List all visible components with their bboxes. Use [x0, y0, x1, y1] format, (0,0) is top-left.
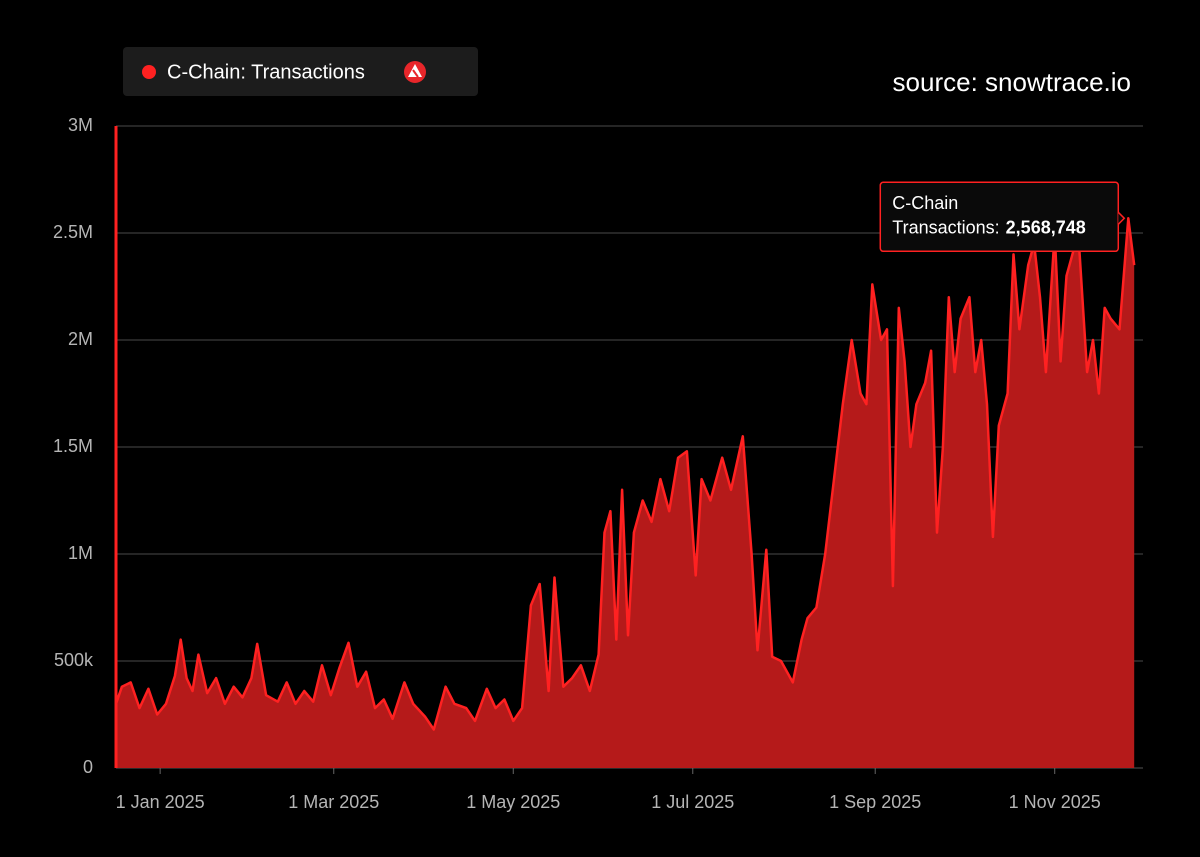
- y-tick-label: 0: [83, 757, 93, 777]
- x-tick-label: 1 May 2025: [466, 792, 560, 812]
- tooltip-line: Transactions: 2,568,748: [892, 217, 1085, 237]
- y-tick-label: 1M: [68, 543, 93, 563]
- legend-label: C-Chain: Transactions: [167, 61, 365, 83]
- legend-marker: [142, 65, 156, 79]
- legend: [123, 47, 478, 96]
- y-tick-label: 2M: [68, 329, 93, 349]
- y-tick-label: 2.5M: [53, 222, 93, 242]
- x-tick-label: 1 Jan 2025: [116, 792, 205, 812]
- tooltip-pointer: [1117, 211, 1126, 225]
- tooltip-value: 2,568,748: [1006, 217, 1086, 237]
- x-tick-label: 1 Mar 2025: [288, 792, 379, 812]
- x-tick-label: 1 Jul 2025: [651, 792, 734, 812]
- source-label: source: snowtrace.io: [893, 67, 1131, 97]
- area: [116, 218, 1135, 769]
- tooltip-title: C-Chain: [892, 193, 958, 213]
- tooltip-label: Transactions:: [892, 217, 999, 237]
- x-tick-label: 1 Nov 2025: [1009, 792, 1101, 812]
- avalanche-icon: [404, 61, 426, 83]
- x-tick-label: 1 Sep 2025: [829, 792, 921, 812]
- line: [114, 217, 1136, 731]
- tooltip: C-Chain Transactions: 2,568,748: [879, 181, 1126, 253]
- y-tick-label: 3M: [68, 115, 93, 135]
- y-tick-label: 1.5M: [53, 436, 93, 456]
- plot-area: [114, 217, 1136, 769]
- y-tick-label: 500k: [54, 650, 94, 670]
